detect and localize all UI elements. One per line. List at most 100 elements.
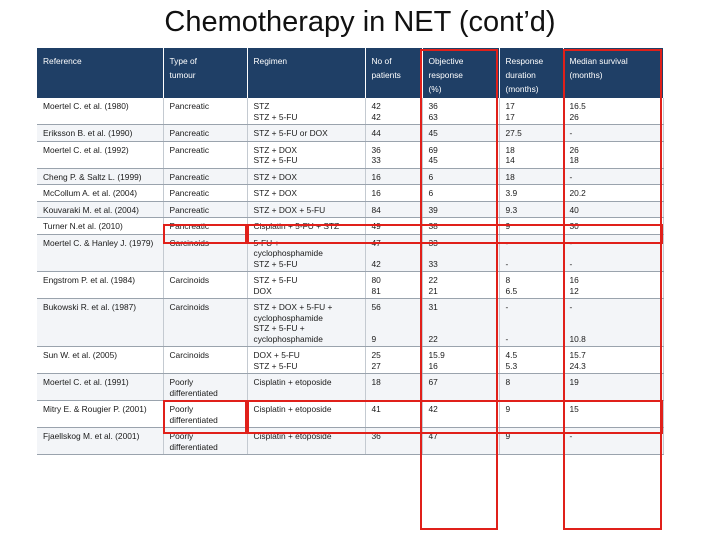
cell-text: Carcinoids: [169, 350, 210, 360]
header-label: No of patients: [371, 56, 401, 80]
cell-text: STZ + 5-FU DOX: [253, 275, 298, 296]
cell-patients: 44: [365, 124, 423, 142]
header-objective-response: Objective response (%): [422, 48, 500, 98]
cell-regimen: 5-FU + cyclophosphamide STZ + 5-FU: [247, 234, 366, 272]
cell-text: - -: [569, 237, 573, 269]
cell-objective-response: 15.9 16: [422, 346, 500, 374]
cell-tumour-type: Carcinoids: [163, 298, 248, 347]
table-row: Turner N.et al. (2010) Pancreatic Cisplati…: [37, 217, 664, 235]
cell-median-survival: 16 12: [563, 271, 664, 299]
cell-text: -: [569, 128, 573, 138]
cell-text: 42: [428, 404, 438, 414]
cell-text: 17 17: [505, 101, 515, 122]
cell-reference: Turner N.et al. (2010): [37, 217, 164, 235]
cell-text: STZ + DOX + 5-FU: [253, 204, 326, 215]
cell-median-survival: - 10.8: [563, 298, 664, 347]
header-reference: Reference: [37, 48, 164, 98]
cell-reference: Moertel C. et al. (1992): [37, 141, 164, 169]
header-response-duration: Response duration (months): [499, 48, 564, 98]
cell-patients: 16: [365, 168, 423, 185]
cell-text: Poorly differentiated: [169, 377, 218, 398]
table-row: Fjaellskog M. et al. (2001) Poorly differ…: [37, 427, 664, 455]
cell-text: Carcinoids: [169, 275, 210, 285]
cell-text: 8: [505, 377, 511, 387]
cell-text: -: [569, 171, 573, 182]
cell-objective-response: 45: [422, 124, 500, 142]
cell-text: 49: [371, 221, 381, 231]
header-label: Objective response (%): [428, 56, 464, 94]
table-row: Eriksson B. et al. (1990) Pancreatic STZ +…: [37, 124, 664, 142]
cell-text: 9.3: [505, 204, 518, 215]
cell-tumour-type: Poorly differentiated: [163, 427, 248, 455]
header-label: Reference: [43, 56, 82, 66]
cell-response-duration: 9: [499, 427, 564, 455]
cell-text: Pancreatic: [169, 171, 210, 182]
cell-regimen: STZ STZ + 5-FU: [247, 98, 366, 125]
slide-title: Chemotherapy in NET (cont’d): [164, 6, 556, 38]
cell-text: 44: [371, 128, 381, 138]
cell-text: Eriksson B. et al. (1990): [43, 128, 133, 138]
cell-text: Poorly differentiated: [169, 404, 218, 425]
cell-text: 25 27: [371, 350, 381, 371]
cell-text: Moertel C. & Hanley J. (1979): [43, 237, 154, 248]
cell-text: Cisplatin + 5-FU + STZ: [253, 221, 340, 231]
cell-tumour-type: Carcinoids: [163, 271, 248, 299]
cell-patients: 47 42: [365, 234, 423, 272]
cell-text: 9: [505, 221, 511, 231]
cell-regimen: Cisplatin + etoposide: [247, 373, 366, 401]
table-row: Mitry E. & Rougier P. (2001) Poorly diffe…: [37, 400, 664, 428]
chemotherapy-table: Reference Type of tumour Regimen No of p…: [37, 48, 664, 455]
cell-regimen: DOX + 5-FU STZ + 5-FU: [247, 346, 366, 374]
cell-text: Bukowski R. et al. (1987): [43, 302, 137, 312]
table-row: Kouvaraki M. et al. (2004) Pancreatic STZ …: [37, 201, 664, 218]
cell-text: 9: [505, 404, 511, 414]
cell-text: 26 18: [569, 144, 579, 166]
cell-text: 18: [371, 377, 381, 387]
cell-text: 8 6.5: [505, 275, 518, 296]
cell-text: Kouvaraki M. et al. (2004): [43, 204, 139, 215]
cell-objective-response: 39: [422, 201, 500, 218]
cell-regimen: Cisplatin + etoposide: [247, 400, 366, 428]
cell-patients: 41: [365, 400, 423, 428]
cell-patients: 84: [365, 201, 423, 218]
cell-text: 39: [428, 204, 438, 215]
cell-text: Poorly differentiated: [169, 431, 218, 452]
cell-text: 84: [371, 204, 381, 215]
cell-regimen: Cisplatin + etoposide: [247, 427, 366, 455]
header-label: Median survival (months): [569, 56, 628, 80]
cell-reference: Mitry E. & Rougier P. (2001): [37, 400, 164, 428]
cell-text: 20.2: [569, 188, 586, 198]
header-label: Type of tumour: [169, 56, 197, 80]
cell-text: 47 42: [371, 237, 381, 269]
cell-objective-response: 36 63: [422, 98, 500, 125]
cell-text: 67: [428, 377, 438, 387]
cell-median-survival: 19: [563, 373, 664, 401]
cell-response-duration: 18: [499, 168, 564, 185]
cell-text: 80 81: [371, 275, 381, 296]
cell-response-duration: 9: [499, 217, 564, 235]
header-median-survival: Median survival (months): [563, 48, 664, 98]
cell-median-survival: 40: [563, 201, 664, 218]
cell-text: 42 42: [371, 101, 381, 122]
cell-reference: McCollum A. et al. (2004): [37, 184, 164, 202]
cell-text: 6: [428, 188, 434, 198]
cell-text: 56 9: [371, 302, 381, 344]
cell-text: 3.9: [505, 188, 518, 198]
cell-text: 16: [371, 171, 381, 182]
cell-text: Mitry E. & Rougier P. (2001): [43, 404, 147, 414]
cell-tumour-type: Pancreatic: [163, 201, 248, 218]
cell-tumour-type: Pancreatic: [163, 141, 248, 169]
cell-text: Cheng P. & Saltz L. (1999): [43, 171, 142, 182]
cell-reference: Moertel C. et al. (1991): [37, 373, 164, 401]
cell-response-duration: 27.5: [499, 124, 564, 142]
cell-text: STZ + 5-FU or DOX: [253, 128, 328, 138]
cell-regimen: STZ + DOX: [247, 168, 366, 185]
cell-reference: Moertel C. et al. (1980): [37, 98, 164, 125]
cell-response-duration: - -: [499, 298, 564, 347]
cell-patients: 18: [365, 373, 423, 401]
cell-median-survival: 15.7 24.3: [563, 346, 664, 374]
cell-text: 38: [428, 221, 438, 231]
header-label: Response duration (months): [505, 56, 544, 94]
cell-text: Cisplatin + etoposide: [253, 377, 332, 387]
cell-patients: 49: [365, 217, 423, 235]
